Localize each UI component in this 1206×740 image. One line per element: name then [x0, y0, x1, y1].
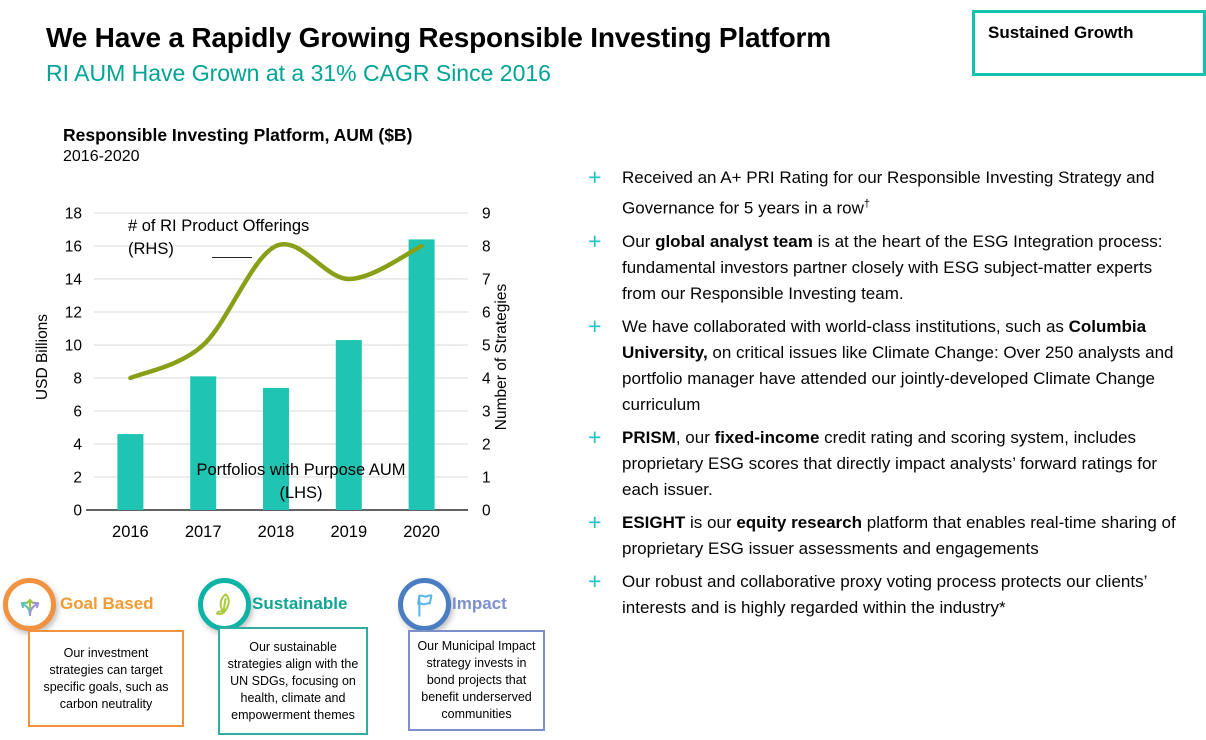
- left-axis-tick: 2: [73, 470, 82, 487]
- sustained-growth-label: Sustained Growth: [988, 23, 1134, 42]
- x-category-label: 2020: [403, 523, 440, 541]
- page-title: We Have a Rapidly Growing Responsible In…: [46, 22, 831, 53]
- left-axis-tick: 6: [73, 404, 82, 421]
- plus-icon: +: [588, 508, 602, 535]
- plus-icon: +: [588, 164, 602, 190]
- left-axis-tick: 4: [73, 437, 82, 454]
- page-subtitle: RI AUM Have Grown at a 31% CAGR Since 20…: [46, 60, 551, 86]
- plus-icon: +: [588, 423, 602, 450]
- sustained-growth-badge: Sustained Growth: [972, 10, 1206, 76]
- right-axis-tick: 4: [482, 371, 491, 388]
- line-series-annotation: # of RI Product Offerings (RHS): [128, 217, 310, 258]
- left-axis-tick: 8: [73, 371, 82, 388]
- bullet-text: Received an A+ PRI Rating for our Respon…: [622, 168, 1155, 218]
- x-category-label: 2016: [112, 523, 149, 541]
- bullet-text: PRISM, our fixed-income credit rating an…: [622, 427, 1158, 499]
- right-axis-label: Number of Strategies: [493, 283, 510, 431]
- bar-series-annotation: Portfolios with Purpose AUM (LHS): [196, 461, 406, 502]
- right-axis-tick: 5: [482, 338, 491, 355]
- right-axis-tick: 9: [482, 206, 491, 223]
- bullet-item: + Our robust and collaborative proxy voti…: [588, 567, 1198, 621]
- right-axis-tick: 8: [482, 239, 491, 256]
- right-axis-tick: 7: [482, 272, 491, 289]
- bullet-text: Our robust and collaborative proxy votin…: [622, 571, 1147, 617]
- right-axis-tick: 3: [482, 404, 491, 421]
- left-axis-tick: 14: [65, 272, 83, 289]
- aum-bar: [190, 376, 217, 510]
- leaf-icon: [198, 578, 251, 631]
- x-category-label: 2017: [185, 523, 222, 541]
- aum-bar: [117, 434, 144, 510]
- right-axis-tick: 2: [482, 437, 491, 454]
- bullet-item: + Our global analyst team is at the heart…: [588, 227, 1198, 307]
- left-axis-tick: 0: [73, 503, 82, 520]
- bullet-item: + PRISM, our fixed-income credit rating a…: [588, 423, 1198, 503]
- plus-icon: +: [588, 567, 602, 594]
- branching-arrows-icon: [3, 578, 56, 631]
- bullet-list: + Received an A+ PRI Rating for our Respo…: [588, 165, 1198, 621]
- left-axis-tick: 12: [65, 305, 82, 322]
- chart-subtitle: 2016-2020: [63, 148, 140, 165]
- bullet-text: Our global analyst team is at the heart …: [622, 231, 1163, 303]
- annotation-leader-line: [212, 257, 252, 258]
- x-category-label: 2018: [258, 523, 295, 541]
- pillar-label-sustainable: Sustainable: [252, 594, 348, 613]
- x-category-label: 2019: [330, 523, 367, 541]
- left-axis-tick: 18: [65, 206, 82, 223]
- offerings-line: [128, 242, 424, 381]
- right-axis-tick: 0: [482, 503, 491, 520]
- bullet-item: + Received an A+ PRI Rating for our Respo…: [588, 165, 1198, 222]
- right-axis-tick: 1: [482, 470, 491, 487]
- bullet-item: + We have collaborated with world-class i…: [588, 312, 1198, 418]
- right-axis-tick: 6: [482, 305, 491, 322]
- pillar-label-impact: Impact: [452, 594, 507, 613]
- pillar-description-goal-based: Our investment strategies can target spe…: [28, 630, 184, 727]
- left-axis-tick: 10: [65, 338, 83, 355]
- bullet-text: ESIGHT is our equity research platform t…: [622, 512, 1176, 558]
- chart-title: Responsible Investing Platform, AUM ($B): [63, 125, 413, 145]
- left-axis-label: USD Billions: [34, 313, 51, 401]
- aum-bar: [263, 387, 289, 510]
- bullet-item: + ESIGHT is our equity research platform …: [588, 508, 1198, 562]
- flag-icon: [398, 578, 451, 631]
- aum-bar: [408, 239, 435, 510]
- plus-icon: +: [588, 312, 602, 339]
- pillar-description-sustainable: Our sustainable strategies align with th…: [218, 627, 368, 735]
- plus-icon: +: [588, 227, 602, 254]
- bullet-text: We have collaborated with world-class in…: [622, 316, 1174, 414]
- pillar-description-impact: Our Municipal Impact strategy invests in…: [408, 630, 545, 731]
- left-axis-tick: 16: [65, 239, 82, 256]
- pillar-label-goal-based: Goal Based: [60, 594, 154, 613]
- aum-bar: [335, 340, 362, 510]
